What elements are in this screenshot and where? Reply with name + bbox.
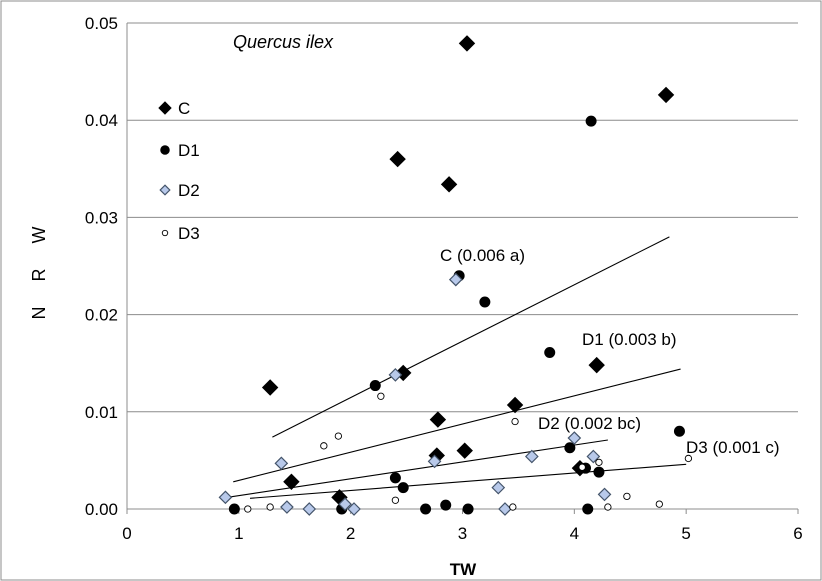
- legend-item-d2: D2: [159, 181, 200, 200]
- point-d2: [280, 500, 294, 514]
- x-tick-label: 1: [234, 524, 243, 543]
- point-d2: [388, 368, 403, 382]
- point-d2: [274, 456, 289, 471]
- y-tick-label: 0.01: [85, 403, 118, 422]
- point-d1: [228, 503, 240, 515]
- annotations: Quercus ilex TW N R W C (0.006 a) D1 (0.0…: [29, 32, 780, 579]
- point-c: [506, 396, 524, 414]
- point-d2: [498, 502, 512, 516]
- legend-label: D3: [178, 224, 200, 243]
- point-d3: [623, 492, 631, 501]
- y-tick-label: 0.05: [85, 14, 118, 33]
- point-d3: [334, 432, 343, 440]
- y-tick-label: 0.02: [85, 306, 118, 325]
- fit-label-d1: D1 (0.003 b): [582, 330, 677, 349]
- chart-title: Quercus ilex: [233, 32, 334, 52]
- legend-item-d1: D1: [160, 141, 200, 160]
- y-tick-label: 0.03: [85, 208, 118, 227]
- point-d2: [586, 449, 601, 464]
- point-d1: [479, 296, 491, 308]
- point-d3: [320, 442, 328, 450]
- gridlines: [127, 22, 798, 413]
- data-points: [218, 35, 693, 516]
- point-c: [283, 473, 300, 490]
- series-d3: [244, 392, 693, 513]
- point-d3: [684, 454, 693, 463]
- point-d2: [567, 431, 582, 445]
- x-axis-title: TW: [450, 560, 477, 579]
- y-tick-label: 0.00: [85, 500, 118, 519]
- x-tick-label: 4: [570, 524, 579, 543]
- point-d3: [595, 458, 603, 466]
- point-c: [456, 442, 473, 459]
- point-c: [458, 35, 476, 52]
- legend-item-d3: D3: [161, 224, 200, 243]
- point-c: [657, 86, 675, 104]
- point-d3: [391, 496, 400, 504]
- axes: 0.00 0.01 0.02 0.03 0.04 0.05 0 1 2 3 4 5 6: [85, 14, 803, 543]
- point-c: [440, 176, 458, 193]
- x-tick-label: 0: [122, 524, 131, 543]
- point-d2: [427, 454, 442, 469]
- point-d3: [266, 503, 274, 511]
- legend-marker: [159, 184, 171, 196]
- legend-label: C: [178, 99, 190, 118]
- x-tick-label: 5: [681, 524, 690, 543]
- series-d2: [218, 272, 612, 516]
- point-d3: [509, 503, 517, 511]
- point-d2: [448, 272, 463, 287]
- legend-item-c: C: [158, 99, 190, 118]
- legend-marker: [160, 145, 170, 155]
- y-axis-title: N R W: [29, 217, 49, 320]
- point-d1: [544, 347, 556, 359]
- point-d3: [655, 500, 663, 508]
- x-tick-label: 6: [793, 524, 802, 543]
- point-d2: [597, 487, 612, 502]
- legend-marker: [158, 101, 172, 115]
- point-d1: [420, 503, 432, 515]
- point-d1: [369, 380, 381, 392]
- point-c: [389, 150, 406, 168]
- legend-marker: [161, 229, 169, 237]
- series-d1: [228, 115, 685, 515]
- point-d3: [511, 417, 519, 426]
- legend-label: D1: [178, 141, 200, 160]
- point-d1: [389, 472, 401, 484]
- trend-line-d3: [249, 463, 687, 499]
- point-d1: [585, 115, 597, 127]
- point-d1: [564, 442, 576, 454]
- fit-label-d3: D3 (0.001 c): [686, 438, 780, 457]
- legend-label: D2: [178, 181, 200, 200]
- trend-line-d1: [233, 368, 681, 483]
- x-tick-label: 3: [458, 524, 467, 543]
- fit-label-c: C (0.006 a): [440, 246, 525, 265]
- point-d1: [582, 503, 594, 515]
- point-c: [588, 356, 605, 374]
- point-d3: [377, 392, 385, 400]
- point-c: [261, 379, 279, 396]
- point-d2: [491, 480, 506, 495]
- point-d2: [338, 497, 352, 511]
- y-tick-label: 0.04: [85, 111, 118, 130]
- point-d2: [302, 502, 317, 516]
- point-d1: [397, 482, 409, 494]
- point-d2: [347, 502, 361, 516]
- point-d1: [440, 499, 452, 511]
- trend-line-c: [272, 236, 670, 438]
- point-d3: [244, 505, 252, 513]
- point-d2: [218, 490, 233, 505]
- point-d3: [604, 503, 612, 511]
- fit-label-d2: D2 (0.002 bc): [538, 414, 641, 433]
- point-d3: [578, 463, 586, 471]
- legend: C D1 D2 D3: [158, 99, 200, 243]
- point-d1: [593, 466, 605, 478]
- point-d2: [524, 449, 539, 464]
- x-tick-label: 2: [346, 524, 355, 543]
- point-d1: [462, 503, 474, 515]
- point-c: [429, 411, 447, 428]
- point-d1: [673, 425, 685, 437]
